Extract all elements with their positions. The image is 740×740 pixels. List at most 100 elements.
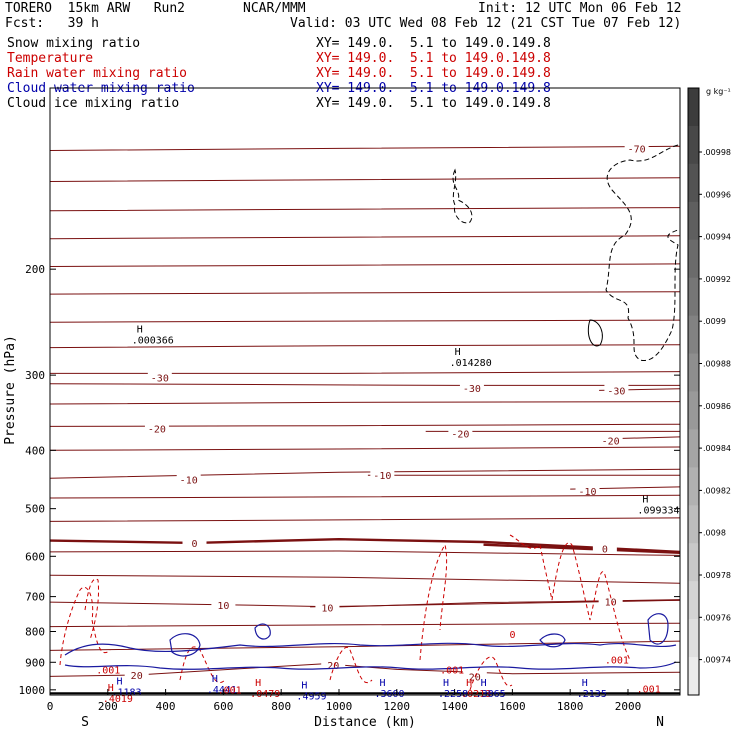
snow-contour-1 xyxy=(587,319,603,347)
cloud-water-contour-5 xyxy=(647,613,669,645)
temperature-contour-21 xyxy=(49,537,681,554)
temperature-contour-26 xyxy=(310,599,681,608)
y-tick-label-8: 1000 xyxy=(19,684,46,697)
cloud-ice-contour-2 xyxy=(605,144,679,361)
colorbar-tick-label-12: .00974 xyxy=(703,656,731,665)
cloud-ice-contour-1 xyxy=(452,168,473,224)
temperature-contour-8 xyxy=(50,371,681,374)
colorbar-cell-0 xyxy=(688,88,699,127)
rain-contour-4 xyxy=(179,646,226,683)
x-axis: 0 200 400 600 800 1000 1200 1400 1600 1800 2000 xyxy=(47,689,641,713)
temperature-contour-12 xyxy=(49,423,681,427)
cloud-water-contour-4 xyxy=(539,633,566,648)
colorbar-tick-label-4: .0099 xyxy=(703,317,726,326)
temperature-contour-29 xyxy=(49,640,681,651)
rain-contour-3 xyxy=(509,534,631,661)
y-tick-label-2: 400 xyxy=(25,444,45,457)
max-value-3: .1183 xyxy=(111,688,141,699)
colorbar-tick-label-11: .00976 xyxy=(703,613,731,622)
max-value-1: .014280 xyxy=(450,358,492,369)
rain-contour-0 xyxy=(59,587,111,666)
y-tick-label-1: 300 xyxy=(25,369,45,382)
colorbar-tick-label-5: .00988 xyxy=(703,360,731,369)
y-tick-label-0: 200 xyxy=(25,263,45,276)
temperature-contour-6 xyxy=(49,319,681,323)
y-axis-label: Pressure (hPa) xyxy=(3,335,18,445)
contour-label-8: -30 xyxy=(151,374,169,385)
contour-label-12: -20 xyxy=(148,425,166,436)
rain-label-4: .001 xyxy=(637,684,661,695)
colorbar-frame xyxy=(687,87,700,696)
temperature-contour-19 xyxy=(49,494,681,499)
contour-label-18: -10 xyxy=(578,487,596,498)
colorbar-cell-6 xyxy=(688,315,699,355)
contour-label-bg-14 xyxy=(598,434,623,447)
colorbar-unit: g kg⁻¹ xyxy=(706,87,731,96)
max-marker-7: H xyxy=(301,681,307,692)
max-marker-8: H xyxy=(379,678,385,689)
colorbar-cell-5 xyxy=(688,277,699,317)
max-marker-2: H xyxy=(642,494,648,505)
rain-label-2: .001 xyxy=(440,666,464,677)
colorbar-tick-label-2: .00994 xyxy=(703,233,731,242)
contour-label-bg-0 xyxy=(624,142,649,155)
contour-label-bg-17 xyxy=(370,469,395,482)
temperature-contour-23 xyxy=(49,550,681,556)
max-value-0: .000366 xyxy=(132,336,174,347)
org-title: NCAR/MMM xyxy=(243,1,306,16)
colorbar-cell-1 xyxy=(688,125,699,165)
moisture-features xyxy=(50,144,680,695)
endpoint-left: S xyxy=(81,715,89,730)
colorbar-cell-10 xyxy=(688,467,699,506)
contour-label-bg-16 xyxy=(176,473,201,486)
max-marker-12: H xyxy=(582,678,588,689)
colorbar-tick-label-0: .00998 xyxy=(703,148,731,157)
colorbar-cell-3 xyxy=(688,201,699,241)
y-tick-label-5: 700 xyxy=(25,591,45,604)
contour-label-13: -20 xyxy=(451,429,469,440)
contour-label-bg-27 xyxy=(598,595,623,608)
max-marker-5: H xyxy=(212,674,218,685)
max-value-5: .4441 xyxy=(207,685,237,696)
contour-label-bg-10 xyxy=(604,384,629,397)
contour-label-0: -70 xyxy=(628,144,646,155)
model-title: TORERO 15km ARW Run2 xyxy=(5,1,186,16)
x-tick-label-5: 1000 xyxy=(326,700,353,713)
y-tick-label-3: 500 xyxy=(25,503,45,516)
max-marker-3: H xyxy=(116,677,122,688)
colorbar-cell-11 xyxy=(688,505,699,544)
colorbar-tick-label-3: .00992 xyxy=(703,275,731,284)
x-tick-label-9: 1800 xyxy=(557,700,584,713)
legend-name-temperature: Temperature xyxy=(7,51,94,66)
colorbar-cell-12 xyxy=(688,543,699,582)
colorbar-cell-14 xyxy=(688,619,699,658)
y-tick-label-7: 900 xyxy=(25,656,45,669)
plot-frame xyxy=(49,87,681,696)
contour-label-27: 10 xyxy=(605,597,617,608)
contour-label-bg-30 xyxy=(124,669,149,682)
contour-label-bg-25 xyxy=(211,599,236,612)
max-value-11: .3865 xyxy=(476,689,506,700)
colorbar-tick-label-9: .0098 xyxy=(703,529,726,538)
colorbar-cell-9 xyxy=(688,429,699,468)
legend-xy-cloud-ice: XY= 149.0. 5.1 to 149.0.149.8 xyxy=(316,96,551,111)
contour-label-10: -30 xyxy=(607,386,625,397)
rain-contour-6 xyxy=(469,656,513,691)
colorbar-tick-label-6: .00986 xyxy=(703,402,731,411)
contour-label-17: -10 xyxy=(373,471,391,482)
temperature-contour-5 xyxy=(49,291,681,295)
max-marker-11: H xyxy=(481,678,487,689)
contour-label-14: -20 xyxy=(602,436,620,447)
max-value-4: .4019 xyxy=(103,694,133,705)
contour-label-30: 20 xyxy=(131,671,143,682)
contour-label-21: 0 xyxy=(191,539,197,550)
temperature-contour-2 xyxy=(49,207,681,212)
cloud-water-contour-0 xyxy=(64,642,677,656)
contour-label-31: 20 xyxy=(327,661,339,672)
temperature-contour-16 xyxy=(49,468,681,479)
temperature-contour-28 xyxy=(49,622,681,628)
rain-contour-2 xyxy=(419,543,448,661)
x-tick-label-0: 0 xyxy=(47,700,54,713)
